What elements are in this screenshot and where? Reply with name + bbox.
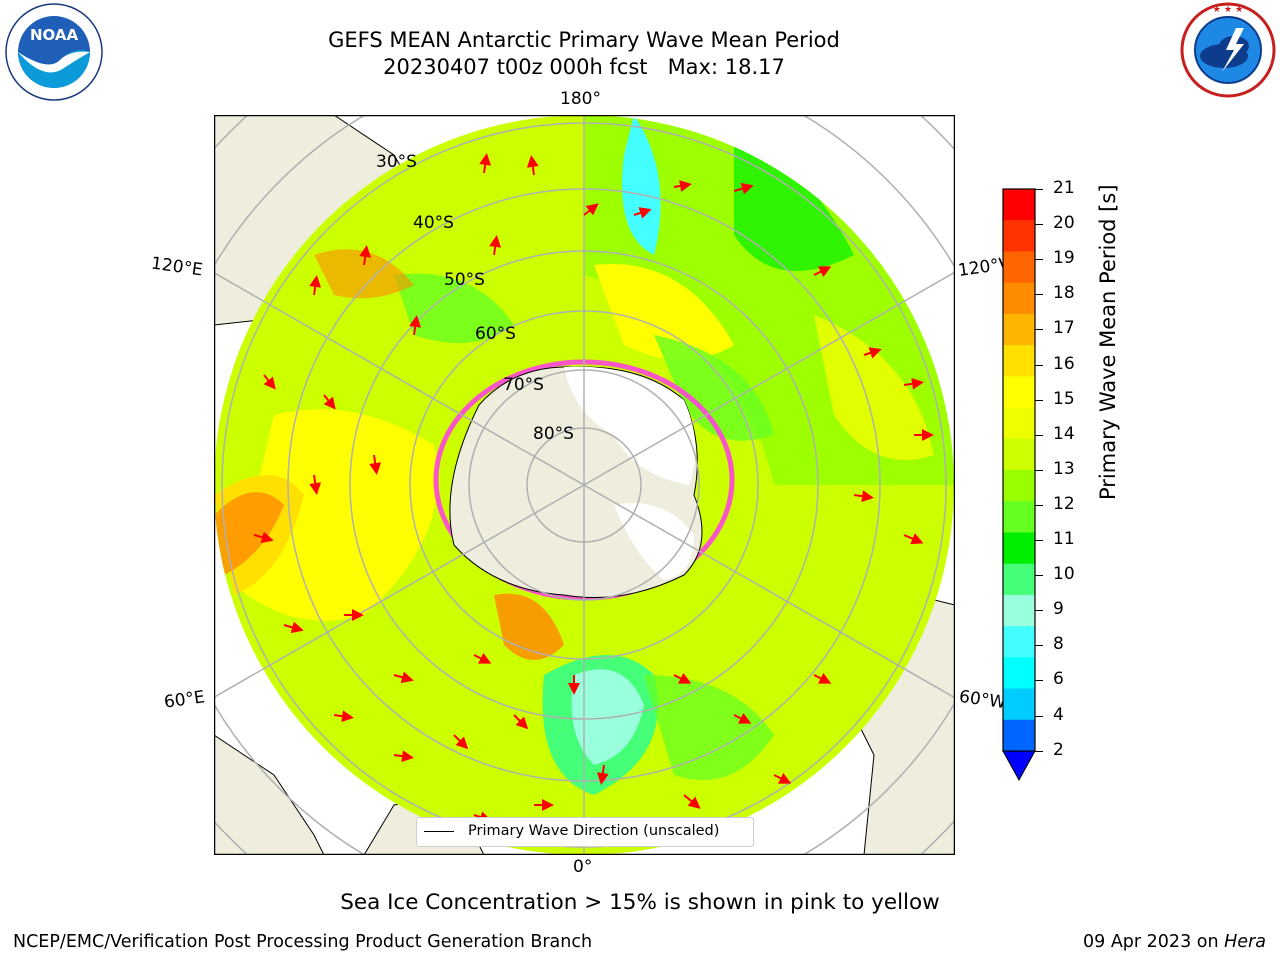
colorbar <box>1002 188 1036 782</box>
colorbar-band <box>1003 688 1035 721</box>
colorbar-tick-label: 15 <box>1053 388 1075 409</box>
colorbar-tick-label: 10 <box>1053 564 1075 585</box>
colorbar-band <box>1003 407 1035 440</box>
colorbar-tick-mark <box>1035 329 1043 331</box>
colorbar-tick-mark <box>1035 540 1043 541</box>
lon-label-180: 180° <box>560 89 601 109</box>
legend-label: Primary Wave Direction (unscaled) <box>468 823 720 839</box>
footer-date: 09 Apr 2023 on Hera <box>1083 932 1266 952</box>
lat-label-30s: 30°S <box>376 152 417 172</box>
sea-ice-note: Sea Ice Concentration > 15% is shown in … <box>340 890 940 915</box>
colorbar-tick-mark <box>1035 645 1043 647</box>
lon-label-120e: 120°E <box>149 253 204 281</box>
lon-label-0: 0° <box>573 857 593 877</box>
colorbar-tick-label: 12 <box>1053 493 1075 514</box>
colorbar-tick-mark <box>1035 680 1043 682</box>
colorbar-band <box>1003 470 1035 502</box>
colorbar-tick-mark <box>1035 610 1043 612</box>
colorbar-tick-label: 2 <box>1053 739 1064 760</box>
colorbar-tick-label: 19 <box>1053 248 1075 269</box>
colorbar-tick-label: 17 <box>1053 318 1075 339</box>
lat-label-70s: 70°S <box>503 375 544 395</box>
colorbar-band <box>1003 719 1035 752</box>
colorbar-tick-label: 21 <box>1053 178 1075 198</box>
colorbar-tick-label: 4 <box>1053 704 1064 725</box>
colorbar-tick-mark <box>1035 575 1043 577</box>
map-title-line2: 20230407 t00z 000h fcst Max: 18.17 <box>383 55 785 79</box>
colorbar-tick-label: 16 <box>1053 353 1075 374</box>
colorbar-tick-mark <box>1035 364 1043 366</box>
colorbar-tick-label: 11 <box>1053 529 1075 549</box>
colorbar-tick-mark <box>1035 294 1043 296</box>
colorbar-extend-arrow <box>1002 750 1036 782</box>
colorbar-band <box>1003 438 1035 471</box>
lat-label-40s: 40°S <box>413 213 454 233</box>
nws-logo: ★ ★ ★ <box>1180 2 1276 98</box>
noaa-logo-text: NOAA <box>30 26 79 44</box>
colorbar-band <box>1003 189 1035 221</box>
colorbar-tick-mark <box>1035 189 1043 190</box>
colorbar-band <box>1003 313 1035 346</box>
footer-credit: NCEP/EMC/Verification Post Processing Pr… <box>13 932 593 952</box>
colorbar-tick-mark <box>1035 469 1043 471</box>
africa-landmass <box>214 734 325 855</box>
colorbar-tick-mark <box>1035 750 1043 752</box>
lat-label-60s: 60°S <box>475 324 516 344</box>
colorbar-band <box>1003 626 1035 658</box>
colorbar-tick-label: 13 <box>1053 458 1075 479</box>
colorbar-band <box>1003 220 1035 252</box>
colorbar-label: Primary Wave Mean Period [s] <box>1096 184 1120 500</box>
colorbar-tick-mark <box>1035 434 1043 436</box>
colorbar-band <box>1003 282 1035 315</box>
colorbar-band <box>1003 563 1035 596</box>
antarctic-map <box>214 115 955 855</box>
colorbar-tick-label: 20 <box>1053 213 1075 234</box>
lat-label-80s: 80°S <box>533 424 574 444</box>
wave-direction-arrows <box>253 153 934 823</box>
svg-text:★ ★ ★: ★ ★ ★ <box>1213 5 1243 15</box>
colorbar-band <box>1003 376 1035 409</box>
colorbar-tick-mark <box>1035 259 1043 261</box>
colorbar-tick-label: 18 <box>1053 283 1075 304</box>
colorbar-tick-label: 6 <box>1053 669 1064 690</box>
colorbar-tick-mark <box>1035 715 1043 717</box>
colorbar-band <box>1003 501 1035 533</box>
colorbar-tick-label: 14 <box>1053 423 1075 444</box>
colorbar-tick-mark <box>1035 399 1043 401</box>
map-legend: Primary Wave Direction (unscaled) <box>416 817 754 847</box>
colorbar-band <box>1003 345 1035 377</box>
colorbar-band <box>1003 251 1035 284</box>
noaa-logo: NOAA <box>5 3 103 101</box>
colorbar-tick-mark <box>1035 504 1043 506</box>
colorbar-band <box>1003 532 1035 565</box>
map-title-line1: GEFS MEAN Antarctic Primary Wave Mean Pe… <box>328 28 840 52</box>
colorbar-tick-label: 8 <box>1053 634 1064 655</box>
colorbar-tick-label: 9 <box>1053 599 1064 620</box>
lon-label-60e: 60°E <box>162 687 207 713</box>
colorbar-band <box>1003 657 1035 690</box>
legend-line-swatch <box>424 831 454 832</box>
colorbar-tick-mark <box>1035 224 1043 226</box>
lat-label-50s: 50°S <box>444 270 485 290</box>
colorbar-band <box>1003 594 1035 627</box>
